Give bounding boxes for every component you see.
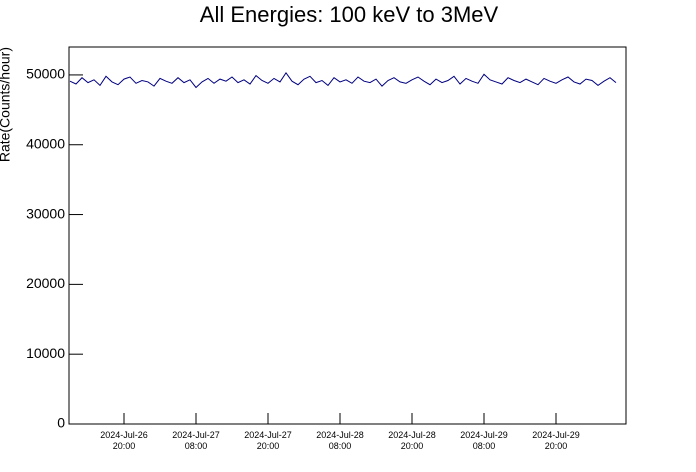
y-tick-label: 40000 (26, 135, 65, 151)
x-tick-label: 2024-Jul-27 08:00 (172, 430, 220, 451)
y-tick-label: 30000 (26, 205, 65, 221)
y-tick-label: 0 (57, 415, 65, 431)
x-tick-label: 2024-Jul-26 20:00 (100, 430, 148, 451)
plot-frame (68, 46, 627, 425)
y-tick-label: 20000 (26, 275, 65, 291)
x-tick-label: 2024-Jul-29 08:00 (460, 430, 508, 451)
x-tick-label: 2024-Jul-27 20:00 (244, 430, 292, 451)
x-tick-label: 2024-Jul-29 20:00 (532, 430, 580, 451)
x-tick-label: 2024-Jul-28 20:00 (388, 430, 436, 451)
data-line (69, 71, 617, 89)
y-tick-label: 50000 (26, 66, 65, 82)
x-tick-label: 2024-Jul-28 08:00 (316, 430, 364, 451)
y-axis-label: Rate(Counts/hour) (0, 47, 13, 162)
chart-title: All Energies: 100 keV to 3MeV (200, 2, 499, 27)
y-tick-label: 10000 (26, 345, 65, 361)
